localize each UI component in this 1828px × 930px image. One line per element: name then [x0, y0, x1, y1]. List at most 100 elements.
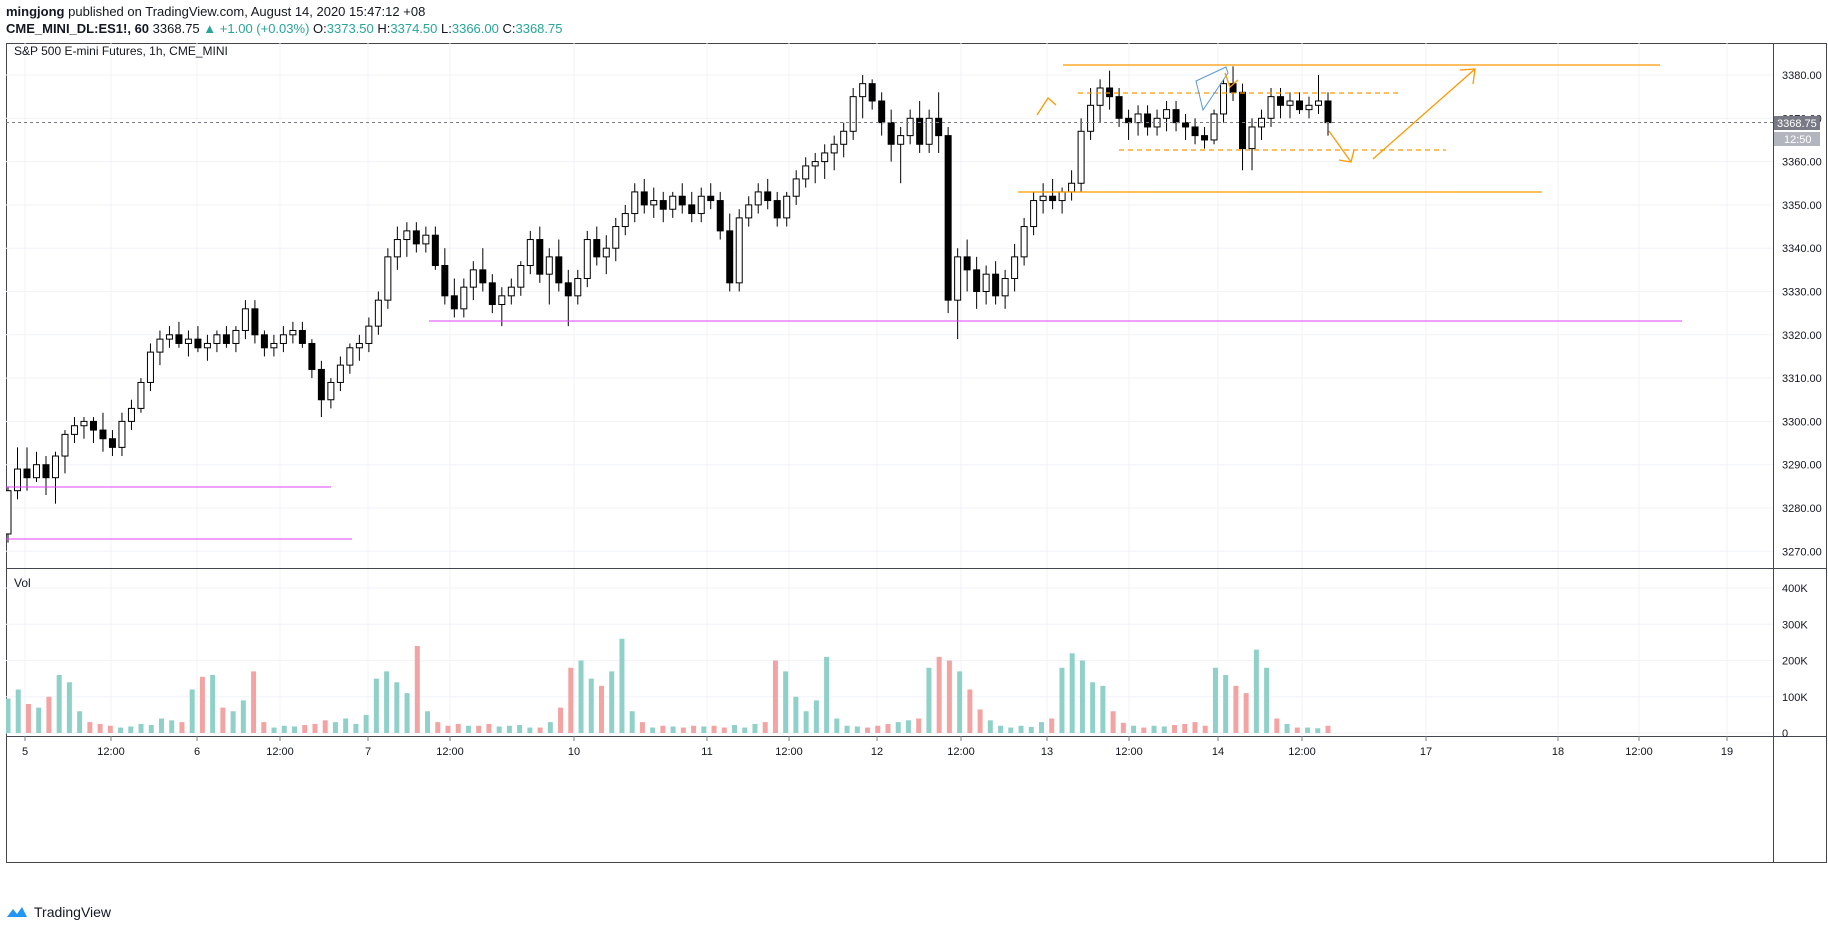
candle-body — [431, 234, 439, 267]
time-tick-label: 12:00 — [775, 746, 803, 758]
candle-body — [783, 195, 791, 219]
candle-body — [887, 122, 895, 145]
candle — [868, 79, 876, 110]
candle-body — [289, 329, 297, 336]
candle-body — [697, 195, 705, 215]
candle — [422, 226, 430, 253]
candle — [213, 330, 221, 353]
published-text: published on TradingView.com, August 14,… — [68, 4, 426, 19]
candle-body — [1030, 200, 1038, 228]
candle — [1182, 113, 1190, 140]
candle — [251, 300, 259, 344]
candle — [403, 222, 411, 257]
candle — [1163, 100, 1171, 132]
price-change: ▲ +1.00 (+0.03%) — [203, 21, 310, 36]
footer-brand[interactable]: TradingView — [34, 904, 112, 920]
candle — [32, 451, 40, 483]
volume-bar — [1294, 727, 1300, 733]
volume-bar — [46, 696, 52, 733]
candle — [1239, 83, 1247, 171]
candle — [754, 183, 762, 214]
volume-bar — [343, 718, 349, 733]
volume-bar — [128, 726, 134, 733]
volume-bar — [987, 720, 993, 733]
volume-bar — [813, 700, 819, 733]
candle-body — [1220, 83, 1228, 115]
candle — [1267, 87, 1275, 127]
volume-bar — [66, 682, 72, 733]
candle — [336, 356, 344, 392]
volume-bar — [87, 722, 93, 733]
volume-bar — [1049, 718, 1055, 733]
footer: TradingView — [6, 902, 111, 922]
price-chart[interactable]: 3380.003370.003360.003350.003340.003330.… — [4, 43, 1827, 863]
candle-body — [868, 83, 876, 102]
volume-bar — [609, 671, 615, 733]
candle — [412, 222, 420, 253]
volume-bar — [425, 711, 431, 733]
candle — [564, 269, 572, 327]
candle — [327, 378, 335, 409]
volume-bar — [1161, 726, 1167, 733]
volume-bar — [210, 675, 216, 733]
volume-bar — [742, 727, 748, 733]
candle-body — [365, 325, 373, 344]
candle — [118, 412, 126, 457]
candle — [308, 339, 316, 379]
countdown-tag: 12:50 — [1784, 134, 1812, 146]
candle — [1248, 118, 1256, 171]
volume-bar — [998, 725, 1004, 733]
time-tick-label: 11 — [701, 746, 712, 758]
candle — [498, 287, 506, 327]
candle-body — [659, 200, 667, 210]
candle — [137, 378, 145, 413]
volume-bar — [1028, 726, 1034, 733]
candle — [479, 248, 487, 292]
candle-body — [80, 420, 88, 427]
candle — [431, 226, 439, 270]
volume-bar — [1192, 722, 1198, 733]
candle-body — [137, 381, 145, 409]
volume-bar — [312, 723, 318, 733]
candle — [659, 191, 667, 223]
candle — [460, 278, 468, 318]
volume-bar — [547, 722, 553, 733]
volume-bar — [895, 722, 901, 733]
candle-body — [735, 217, 743, 284]
candle — [175, 321, 183, 348]
volume-bar — [353, 723, 359, 733]
time-tick-label: 6 — [194, 746, 200, 758]
candle-body — [773, 200, 781, 219]
candle-body — [61, 433, 69, 457]
price-tick-label: 3290.00 — [1782, 460, 1822, 472]
volume-bar — [957, 671, 963, 733]
candle — [963, 239, 971, 292]
open-value: 3373.50 — [326, 21, 374, 36]
candle — [1115, 87, 1123, 127]
candle-body — [792, 178, 800, 197]
candle-body — [279, 334, 287, 344]
candle-body — [99, 429, 107, 440]
close-label: C: — [502, 21, 516, 36]
candle-body — [422, 234, 430, 245]
volume-bar — [271, 727, 277, 733]
volume-bar — [435, 722, 441, 733]
candle — [1315, 75, 1323, 114]
candle — [165, 326, 173, 348]
candle — [640, 178, 648, 214]
candle-body — [1020, 226, 1028, 258]
author-name[interactable]: mingjong — [6, 4, 65, 19]
candle-body — [745, 204, 753, 219]
price-tags: 3368.75 12:50 — [1774, 116, 1820, 146]
candle-body — [232, 329, 240, 344]
volume-bar — [568, 667, 574, 733]
candle — [650, 187, 658, 218]
tradingview-logo-icon[interactable] — [6, 905, 28, 919]
volume-bar — [670, 726, 676, 733]
chart-frame[interactable]: 3380.003370.003360.003350.003340.003330.… — [4, 43, 1827, 863]
volume-tick-label: 400K — [1782, 583, 1808, 595]
last-price: 3368.75 — [152, 21, 200, 36]
volume-tick-label: 0 — [1782, 728, 1788, 740]
volume-bar — [1264, 667, 1270, 733]
publish-line: mingjong published on TradingView.com, A… — [6, 4, 425, 19]
